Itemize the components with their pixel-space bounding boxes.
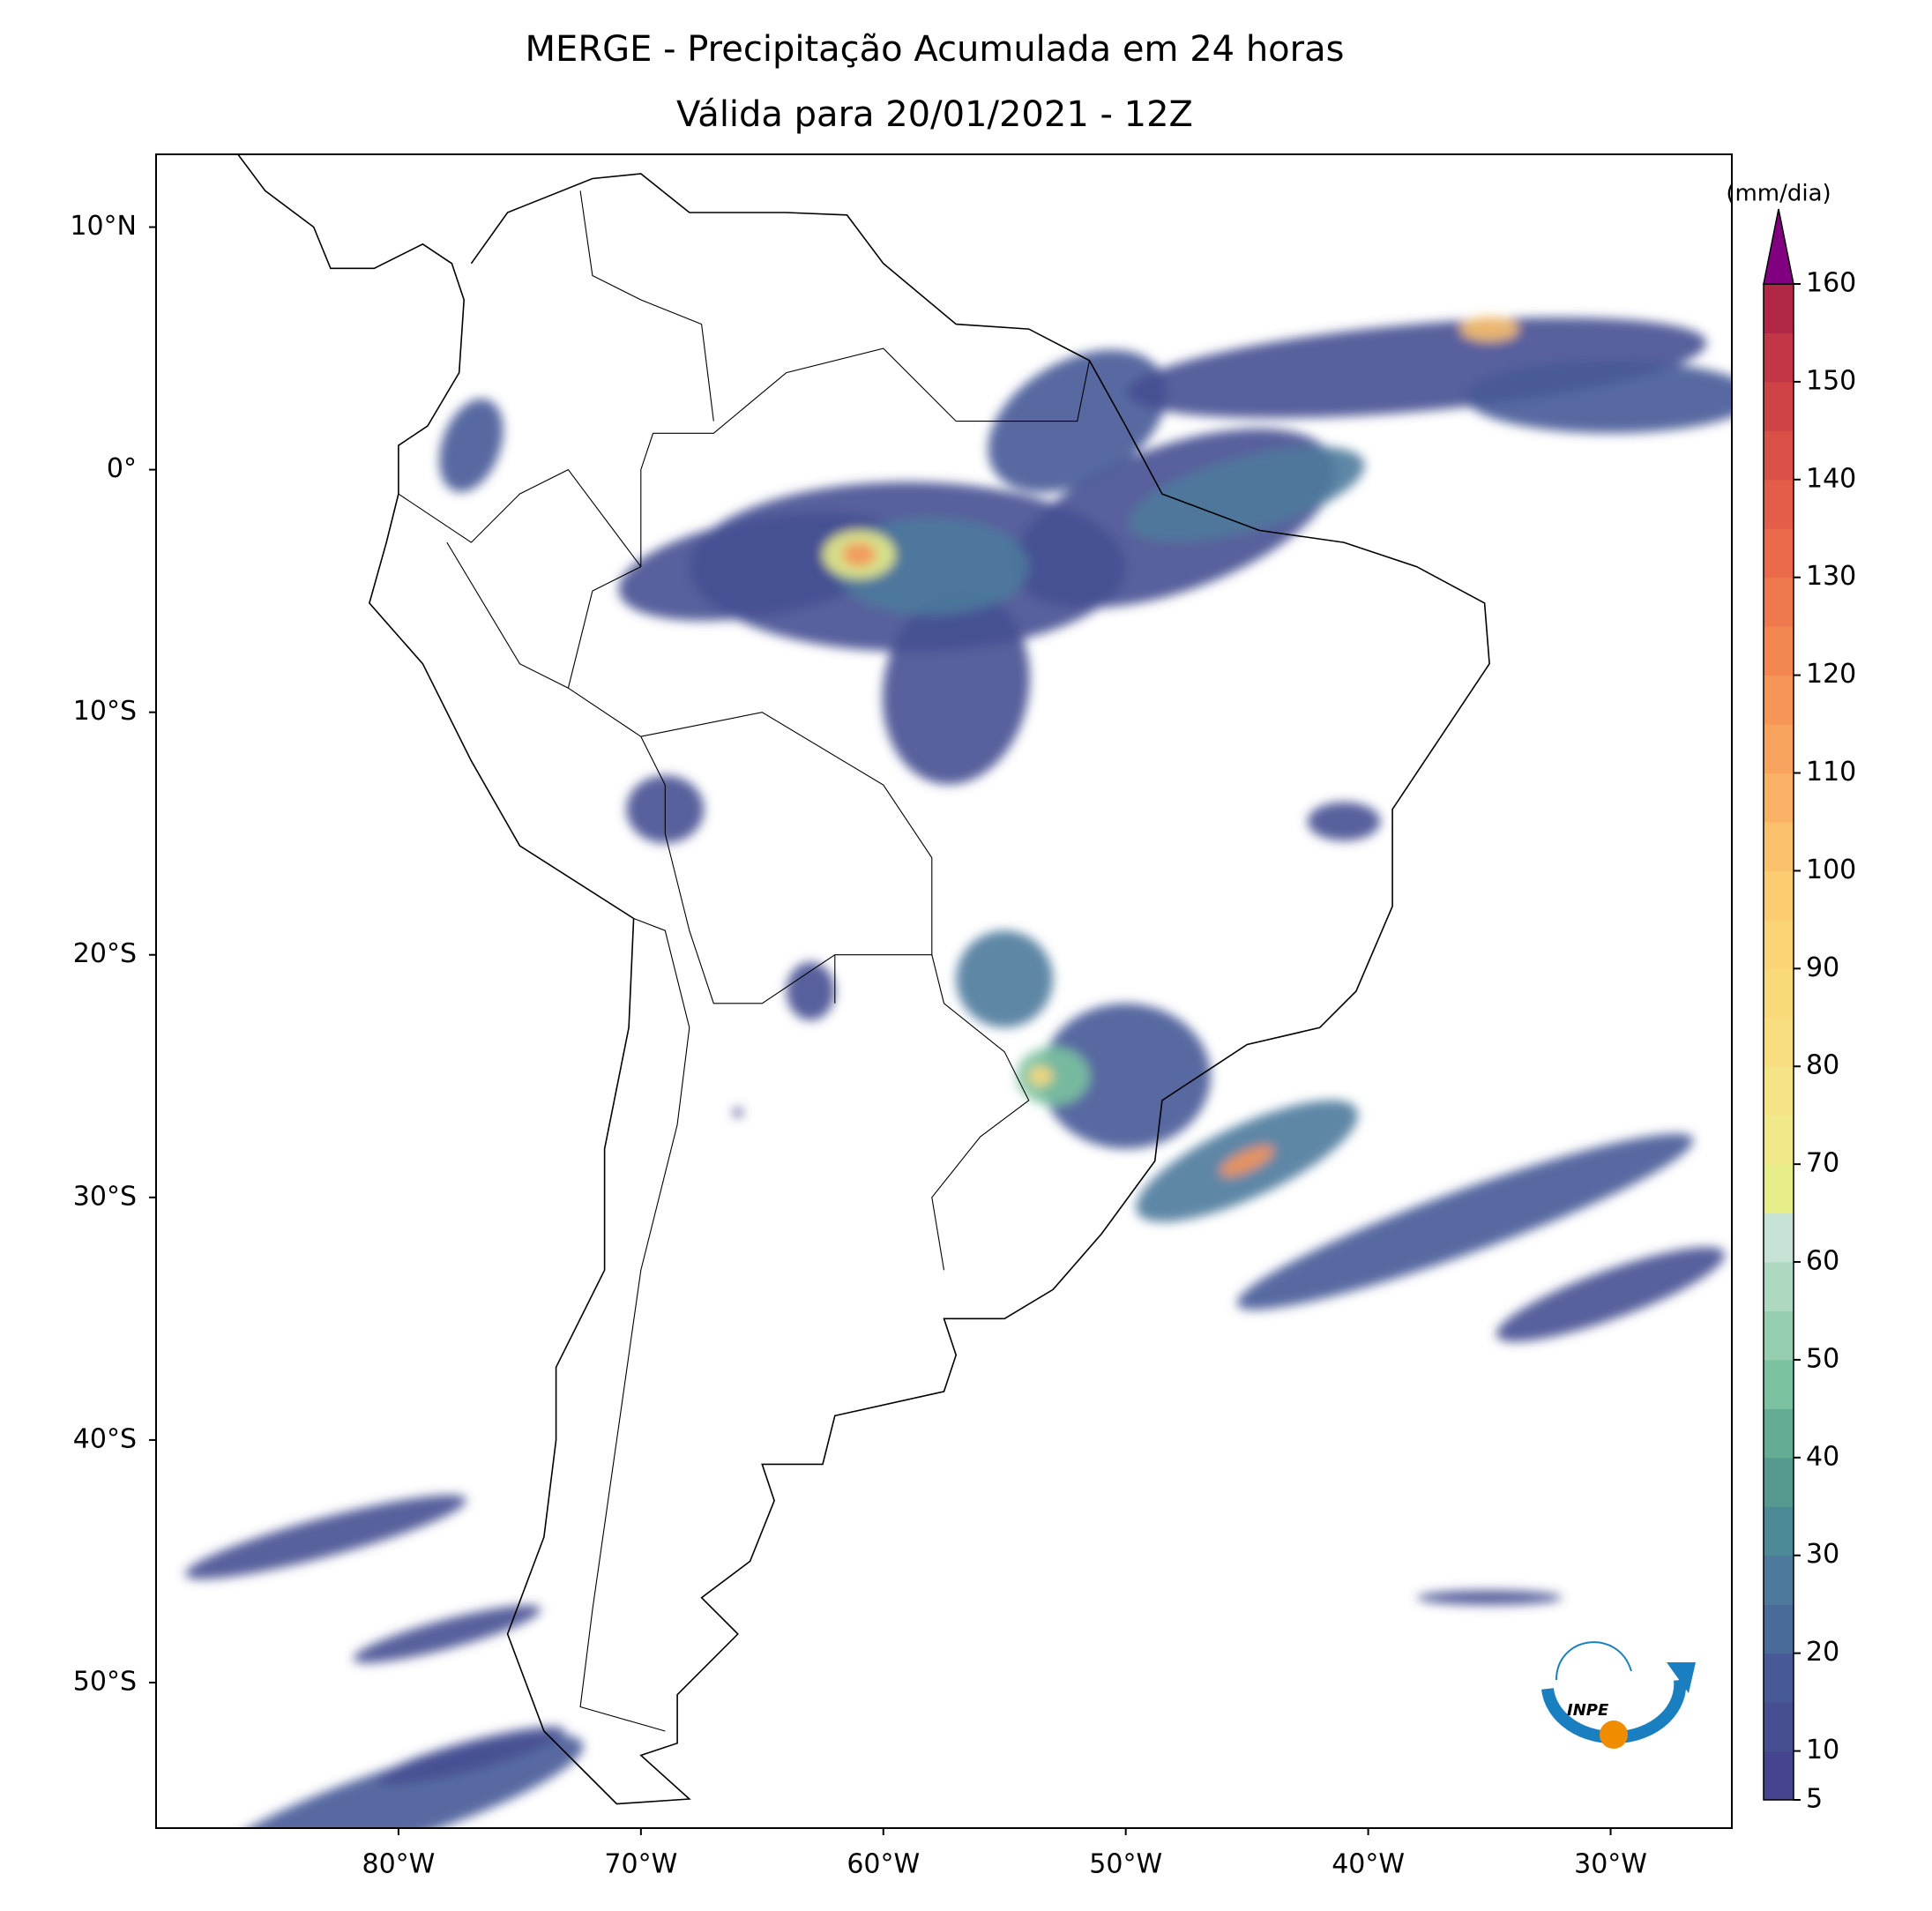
colorbar-tick-label: 20 bbox=[1806, 1637, 1839, 1668]
coastlines bbox=[236, 154, 1490, 1805]
inpe-logo: INPE bbox=[1541, 1641, 1696, 1749]
rain-cell bbox=[1496, 1247, 1726, 1342]
colorbar-band bbox=[1764, 1213, 1794, 1263]
colorbar-band bbox=[1764, 1457, 1794, 1507]
border bbox=[579, 917, 690, 1732]
rain-cell bbox=[1129, 446, 1365, 541]
colorbar-band bbox=[1764, 284, 1794, 333]
colorbar-tick-label: 70 bbox=[1806, 1148, 1839, 1179]
y-tick-label: 10°N bbox=[70, 211, 137, 242]
logo-text: INPE bbox=[1567, 1701, 1609, 1720]
y-tick-label: 50°S bbox=[73, 1666, 137, 1697]
x-tick-label: 50°W bbox=[1089, 1849, 1162, 1880]
colorbar-band bbox=[1764, 479, 1794, 529]
colorbar-tick-label: 90 bbox=[1806, 952, 1839, 983]
colorbar-tick-label: 150 bbox=[1806, 365, 1856, 396]
x-tick-label: 30°W bbox=[1574, 1849, 1647, 1880]
rain-cell bbox=[439, 399, 504, 492]
colorbar-tick-label: 100 bbox=[1806, 855, 1856, 885]
rain-cell bbox=[842, 542, 876, 567]
rain-cell bbox=[1041, 1003, 1211, 1149]
rain-cell bbox=[956, 930, 1054, 1028]
colorbar-band bbox=[1764, 1506, 1794, 1556]
colorbar-tick-label: 10 bbox=[1806, 1735, 1839, 1765]
colorbar-band bbox=[1764, 577, 1794, 627]
colorbar-band bbox=[1764, 1262, 1794, 1311]
colorbar-label: (mm/dia) bbox=[1726, 181, 1831, 207]
colorbar-band bbox=[1764, 870, 1794, 921]
rain-cell bbox=[213, 1735, 584, 1828]
border bbox=[567, 347, 1091, 689]
colorbar-band bbox=[1764, 1702, 1794, 1752]
colorbar-band bbox=[1764, 430, 1794, 481]
colorbar-band bbox=[1764, 1115, 1794, 1165]
rain-cell bbox=[1460, 317, 1519, 341]
rain-cell bbox=[1307, 802, 1381, 841]
x-tick-label: 80°W bbox=[362, 1849, 436, 1880]
rain-cell bbox=[377, 1726, 565, 1785]
title: MERGE - Precipitação Acumulada em 24 hor… bbox=[526, 29, 1345, 70]
rain-cell bbox=[1416, 1590, 1563, 1605]
colorbar-band bbox=[1764, 626, 1794, 676]
colorbar-tick-label: 120 bbox=[1806, 659, 1856, 690]
rain-cell bbox=[1236, 1133, 1694, 1310]
rain-cell bbox=[184, 1495, 466, 1579]
border bbox=[446, 541, 569, 689]
coastline bbox=[236, 154, 1490, 1805]
colorbar-band bbox=[1764, 1164, 1794, 1214]
colorbar-tick-label: 160 bbox=[1806, 268, 1856, 299]
border bbox=[579, 190, 714, 422]
y-tick-label: 0° bbox=[107, 453, 137, 484]
x-tick-label: 70°W bbox=[604, 1849, 677, 1880]
colorbar-tick-label: 110 bbox=[1806, 757, 1856, 788]
colorbar-tick-label: 50 bbox=[1806, 1343, 1839, 1374]
colorbar-band bbox=[1764, 1017, 1794, 1067]
y-tick-label: 20°S bbox=[73, 938, 137, 969]
colorbar-band bbox=[1764, 1751, 1794, 1801]
rain-cell bbox=[786, 962, 835, 1020]
precipitation-field bbox=[184, 317, 1732, 1828]
colorbar-band bbox=[1764, 675, 1794, 725]
colorbar-band bbox=[1764, 1066, 1794, 1116]
x-tick-label: 40°W bbox=[1332, 1849, 1405, 1880]
colorbar-tick-label: 5 bbox=[1806, 1784, 1823, 1815]
colorbar-band bbox=[1764, 1408, 1794, 1459]
colorbar-band bbox=[1764, 773, 1794, 823]
y-tick-label: 10°S bbox=[73, 696, 137, 727]
colorbar-band bbox=[1764, 919, 1794, 969]
y-tick-label: 40°S bbox=[73, 1423, 137, 1454]
colorbar-band bbox=[1764, 1359, 1794, 1409]
colorbar-band bbox=[1764, 332, 1794, 383]
border bbox=[398, 468, 642, 567]
colorbar-band bbox=[1764, 1653, 1794, 1703]
colorbar-tick-label: 60 bbox=[1806, 1246, 1839, 1277]
colorbar-tick-label: 80 bbox=[1806, 1050, 1839, 1081]
rain-cell bbox=[1465, 360, 1732, 434]
rain-cell bbox=[353, 1605, 541, 1663]
x-tick-label: 60°W bbox=[847, 1849, 920, 1880]
map-frame bbox=[155, 153, 1733, 1829]
rain-cell bbox=[882, 591, 1030, 785]
rain-cell bbox=[1028, 1066, 1054, 1086]
rain-cell bbox=[733, 1108, 743, 1118]
colorbar-tick-label: 140 bbox=[1806, 463, 1856, 494]
colorbar-tick-label: 30 bbox=[1806, 1539, 1839, 1570]
colorbar-frame bbox=[1763, 283, 1794, 1801]
colorbar-band bbox=[1764, 821, 1794, 871]
colorbar-band bbox=[1764, 528, 1794, 579]
subtitle: Válida para 20/01/2021 - 12Z bbox=[676, 94, 1193, 135]
colorbar-extend bbox=[1763, 208, 1794, 285]
border bbox=[640, 712, 933, 955]
colorbar-band bbox=[1764, 968, 1794, 1019]
colorbar-band bbox=[1764, 1555, 1794, 1605]
rain-cell bbox=[1220, 1146, 1274, 1176]
colorbar-band bbox=[1764, 1604, 1794, 1654]
colorbar-tick-label: 130 bbox=[1806, 561, 1856, 592]
colorbar-tick-label: 40 bbox=[1806, 1441, 1839, 1472]
colorbar-band bbox=[1764, 1310, 1794, 1361]
y-tick-label: 30°S bbox=[73, 1181, 137, 1212]
colorbar-band bbox=[1764, 381, 1794, 431]
colorbar-band bbox=[1764, 724, 1794, 774]
